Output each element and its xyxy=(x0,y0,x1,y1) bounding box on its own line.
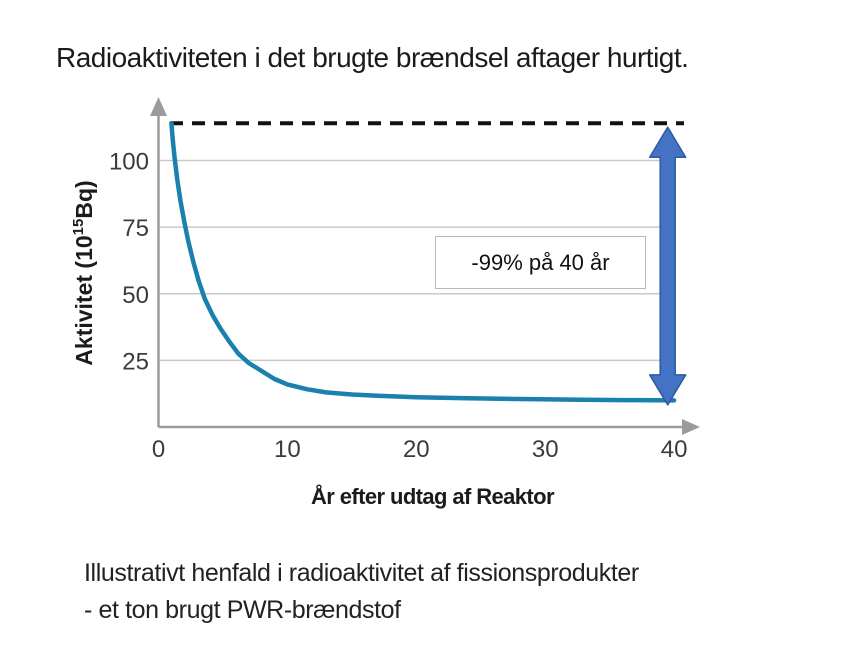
x-axis-label: År efter udtag af Reaktor xyxy=(311,484,555,509)
x-axis-arrowhead-icon xyxy=(682,419,700,435)
y-axis-label-prefix: Aktivitet (10 xyxy=(70,235,97,366)
caption-line-1: Illustrativt henfald i radioaktivitet af… xyxy=(84,559,639,587)
y-tick-label: 75 xyxy=(122,215,149,242)
x-tick-label: 0 xyxy=(152,436,165,463)
axes xyxy=(150,97,700,435)
y-axis-arrowhead-icon xyxy=(150,97,167,116)
x-tick-label: 10 xyxy=(274,436,301,463)
x-tick-labels: 0 10 20 30 40 xyxy=(152,436,688,463)
caption: Illustrativt henfald i radioaktivitet af… xyxy=(84,555,639,629)
y-tick-label: 100 xyxy=(109,149,149,176)
x-tick-label: 30 xyxy=(532,436,559,463)
y-tick-label: 50 xyxy=(122,282,149,309)
x-tick-label: 20 xyxy=(403,436,430,463)
y-axis-label-suffix: Bq) xyxy=(70,180,97,219)
caption-line-2: - et ton brugt PWR-brændstof xyxy=(84,596,401,624)
decrease-double-arrow-icon xyxy=(648,126,687,406)
y-tick-labels: 25 50 75 100 xyxy=(109,149,149,376)
y-tick-label: 25 xyxy=(122,348,149,375)
annotation-box: -99% på 40 år xyxy=(435,236,646,289)
y-axis-label-superscript: 15 xyxy=(70,218,88,236)
annotation-label: -99% på 40 år xyxy=(471,249,610,275)
x-tick-label: 40 xyxy=(661,436,688,463)
slide-title: Radioaktiviteten i det brugte brændsel a… xyxy=(56,42,689,73)
y-axis-label: Aktivitet (1015Bq) xyxy=(70,180,98,365)
activity-curve xyxy=(169,120,677,403)
